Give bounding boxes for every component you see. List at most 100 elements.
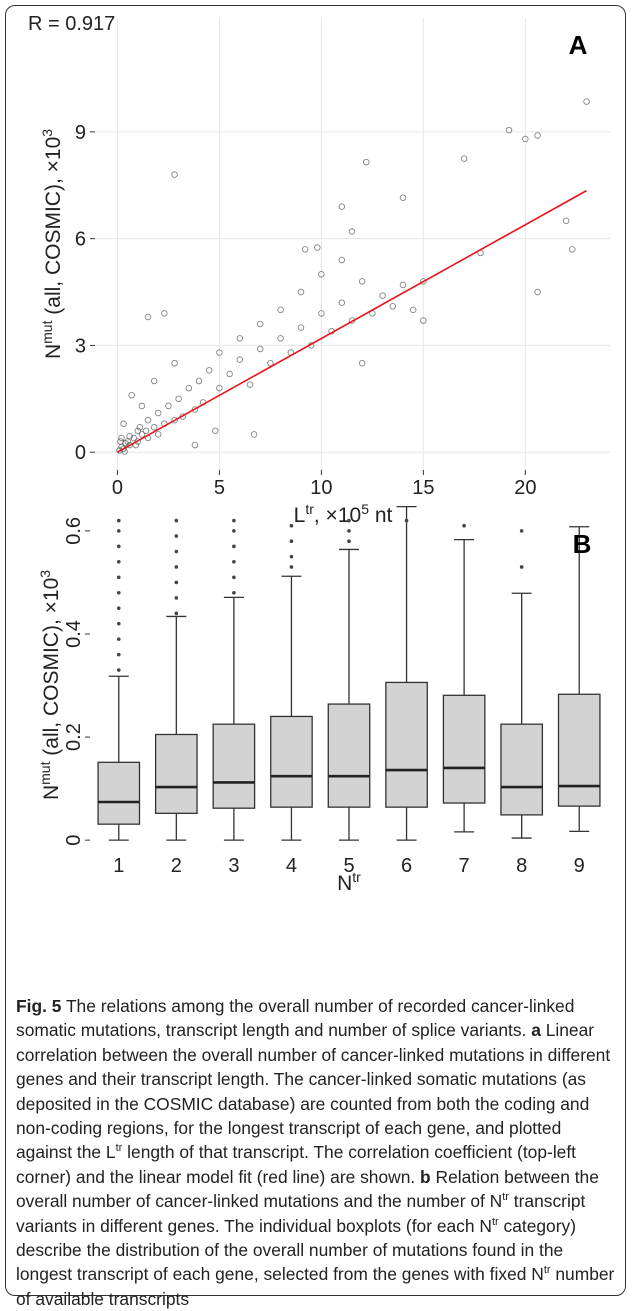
point: [150, 377, 158, 385]
x-tick-label: 0: [112, 477, 123, 499]
box: [327, 703, 371, 808]
point: [277, 306, 284, 314]
fit-line: [117, 189, 587, 453]
point: [420, 278, 427, 285]
point: [212, 427, 219, 435]
outlier: [519, 529, 524, 533]
outlier: [174, 549, 179, 554]
point: [318, 271, 325, 278]
point: [142, 427, 150, 435]
point: [175, 395, 182, 403]
caption-text: tr: [491, 1215, 499, 1228]
point: [583, 98, 590, 105]
y-axis-title-part: (all, COSMIC), ×10: [40, 578, 63, 762]
panel-label: B: [573, 529, 592, 559]
point: [171, 416, 178, 424]
x-axis-title: Ltr, ×105 nt: [294, 501, 393, 527]
y-axis-title-part: (all, COSMIC), ×10: [42, 137, 65, 321]
point: [389, 303, 397, 310]
y-tick-label: 0.6: [63, 517, 85, 545]
point: [297, 324, 305, 331]
caption-text: b: [420, 1166, 431, 1187]
y-tick-label: 0: [63, 835, 85, 846]
outlier: [116, 668, 121, 672]
point: [568, 246, 576, 253]
caption-text: category) describe the distribution of t…: [16, 1215, 577, 1285]
point: [216, 384, 223, 392]
point: [409, 306, 417, 314]
point: [256, 320, 264, 328]
point: [117, 438, 124, 445]
outlier: [116, 529, 121, 533]
point: [205, 367, 213, 374]
x-axis-title-part: L: [294, 504, 306, 527]
y-axis-title-part: 3: [37, 570, 53, 578]
y-tick-label: 6: [75, 229, 86, 251]
point: [379, 292, 386, 299]
point: [534, 132, 541, 139]
y-tick-label: 0: [75, 442, 86, 464]
point: [120, 445, 127, 452]
caption-text: Linear correlation between the overall n…: [16, 1020, 611, 1163]
point: [161, 310, 168, 317]
outlier: [116, 544, 121, 549]
caption-text: tr: [543, 1264, 551, 1277]
x-tick-label: 6: [401, 855, 412, 877]
y-axis-title: Nmut (all, COSMIC), ×103: [37, 570, 63, 800]
point: [226, 370, 233, 378]
outlier: [116, 575, 121, 580]
x-tick-label: 7: [459, 855, 470, 877]
point: [318, 310, 325, 317]
outlier: [404, 518, 409, 523]
point: [195, 377, 203, 385]
caption-text: Fig. 5: [16, 996, 62, 1016]
y-tick-label: 0.4: [63, 620, 85, 648]
outlier: [519, 565, 524, 569]
outlier: [289, 554, 294, 559]
point: [130, 434, 138, 442]
point: [358, 359, 366, 367]
caption-text: length of that transcript. The correlati…: [16, 1142, 577, 1187]
x-tick-label: 8: [516, 855, 527, 877]
point: [256, 345, 264, 353]
outlier: [174, 534, 179, 538]
annotation: R = 0.917: [28, 13, 115, 35]
outlier: [232, 518, 236, 523]
x-axis-title-part: tr: [305, 501, 314, 517]
outlier: [232, 529, 236, 533]
point: [191, 406, 199, 413]
point: [124, 438, 131, 445]
point: [363, 158, 370, 166]
outlier: [116, 518, 121, 523]
outlier: [116, 590, 121, 595]
point: [144, 416, 152, 424]
x-tick-label: 2: [171, 855, 182, 877]
y-axis-title-part: mut: [37, 761, 53, 784]
point: [144, 313, 152, 321]
caption-text: The relations among the overall number o…: [16, 996, 575, 1041]
point: [522, 135, 529, 143]
caption-text: transcript variants in different genes. …: [16, 1191, 586, 1236]
y-axis-title-part: N: [40, 785, 63, 800]
outlier: [347, 539, 351, 543]
box: [442, 694, 486, 804]
box: [154, 733, 198, 814]
point: [136, 424, 144, 431]
x-axis-title-part: nt: [369, 504, 393, 527]
outlier: [289, 565, 294, 569]
point: [138, 402, 146, 410]
y-axis-title-part: 3: [39, 129, 55, 137]
x-tick-label: 3: [228, 855, 239, 877]
outlier: [116, 652, 121, 657]
point: [171, 359, 178, 367]
point: [118, 434, 125, 442]
caption-text: a: [531, 1020, 541, 1041]
figure-frame: [5, 5, 626, 1296]
point: [154, 431, 162, 438]
point: [338, 299, 346, 306]
point: [191, 441, 199, 449]
point: [277, 335, 284, 342]
point: [236, 356, 244, 363]
outlier: [116, 606, 121, 611]
box: [97, 761, 141, 825]
